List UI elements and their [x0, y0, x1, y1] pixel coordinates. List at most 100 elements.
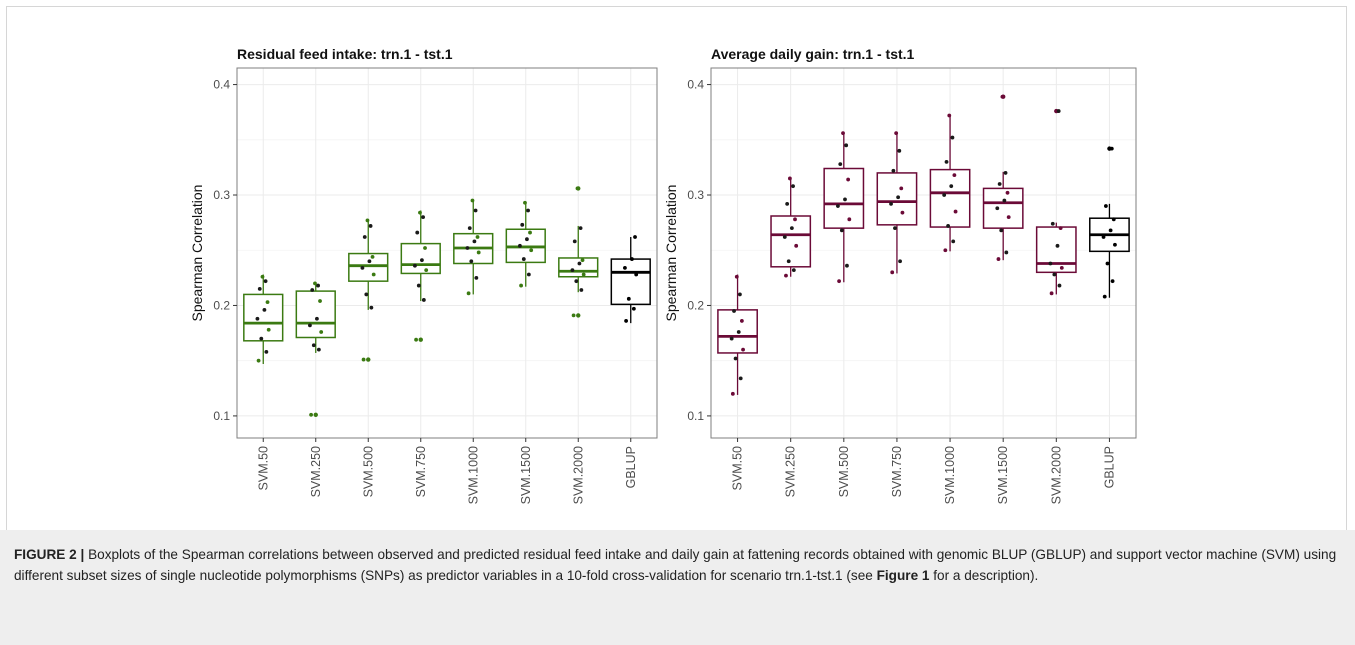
data-point: [424, 268, 429, 273]
data-point: [739, 319, 744, 323]
data-point: [369, 305, 374, 310]
data-point: [890, 270, 895, 275]
y-tick-label: 0.3: [213, 188, 230, 202]
outlier-point: [576, 313, 581, 318]
y-tick-label: 0.4: [687, 78, 704, 92]
data-point: [626, 296, 631, 301]
data-point: [789, 226, 794, 231]
data-point: [793, 217, 797, 222]
box-gblup: [610, 235, 651, 324]
boxplot-figure: Residual feed intake: trn.1 - tst.1 0.1 0.…: [189, 46, 1137, 504]
data-point: [942, 193, 947, 197]
data-point: [1055, 243, 1060, 248]
data-point: [1003, 171, 1008, 175]
data-point: [575, 186, 580, 191]
data-point: [364, 292, 369, 297]
data-point: [476, 250, 481, 255]
x-tick-label: SVM.50: [731, 446, 745, 491]
y-tick-label: 0.1: [687, 409, 704, 423]
data-point: [995, 206, 1000, 211]
data-point: [943, 248, 948, 253]
data-point: [521, 257, 526, 261]
data-point: [318, 299, 322, 303]
data-point: [255, 316, 260, 321]
box-iqr: [243, 293, 284, 342]
box-svm-1000: [453, 198, 494, 296]
data-point: [520, 222, 525, 227]
data-point: [891, 168, 896, 173]
data-point: [944, 159, 949, 164]
data-point: [623, 266, 627, 270]
data-point: [889, 201, 893, 206]
data-point: [466, 291, 471, 296]
y-tick-label: 0.2: [213, 298, 230, 312]
chart-title: Average daily gain: trn.1 - tst.1: [711, 46, 915, 62]
data-point: [837, 279, 841, 284]
data-point: [946, 224, 950, 228]
data-point: [846, 177, 851, 182]
box-iqr: [770, 215, 812, 268]
x-tick-label: SVM.1500: [996, 446, 1010, 504]
x-tick-label: SVM.500: [837, 446, 851, 497]
data-point: [259, 336, 264, 341]
data-point: [368, 224, 373, 228]
data-point: [738, 292, 742, 297]
box-iqr: [1035, 226, 1077, 274]
caption-text: Boxplots of the Spearman correlations be…: [14, 547, 1337, 583]
y-tick-label: 0.4: [213, 78, 230, 92]
data-point: [1057, 283, 1062, 288]
data-point: [260, 274, 265, 279]
data-point: [361, 357, 366, 362]
data-point: [1102, 294, 1107, 299]
figure-area: Residual feed intake: trn.1 - tst.1 0.1 0.…: [189, 46, 1137, 504]
panel-border: [710, 67, 1137, 439]
caption-figure-link[interactable]: Figure 1: [876, 568, 930, 583]
data-point: [1109, 146, 1114, 151]
data-point: [738, 376, 743, 381]
data-point: [893, 226, 897, 231]
data-point: [421, 298, 426, 302]
box-iqr: [929, 168, 971, 228]
data-point: [634, 272, 639, 277]
data-point: [896, 195, 901, 200]
box-iqr: [348, 252, 389, 282]
data-point: [999, 228, 1004, 233]
data-point: [1000, 94, 1005, 99]
box-svm-250: [295, 281, 336, 418]
data-point: [1006, 215, 1011, 220]
data-point: [578, 226, 583, 231]
data-point: [630, 257, 634, 261]
data-point: [311, 343, 316, 348]
data-point: [579, 288, 584, 292]
data-point: [996, 257, 1001, 261]
data-point: [732, 309, 736, 313]
data-point: [782, 235, 787, 239]
box-iqr: [982, 187, 1024, 229]
y-tick-label: 0.1: [213, 409, 230, 423]
data-point: [266, 327, 271, 332]
box-svm-750: [400, 210, 441, 342]
caption-label: FIGURE 2 |: [14, 547, 89, 562]
data-point: [367, 259, 372, 264]
x-tick-label: SVM.2000: [1049, 446, 1063, 504]
data-point: [416, 283, 421, 288]
data-point: [474, 275, 479, 280]
data-point: [1110, 279, 1115, 284]
box-svm-750: [876, 131, 918, 275]
box-iqr: [400, 242, 441, 275]
figure-caption: FIGURE 2 | Boxplots of the Spearman corr…: [0, 530, 1355, 645]
data-point: [467, 226, 472, 231]
data-point: [577, 261, 582, 266]
y-axis-label: Spearman Correlation: [663, 185, 679, 322]
data-point: [1004, 250, 1009, 255]
y-tick-label: 0.2: [687, 298, 704, 312]
chart-title: Residual feed intake: trn.1 - tst.1: [237, 46, 453, 62]
y-tick-label: 0.3: [687, 188, 704, 202]
data-point: [1103, 204, 1108, 208]
data-point: [1048, 261, 1053, 266]
data-point: [316, 347, 321, 352]
data-point: [1005, 190, 1010, 195]
data-point: [571, 313, 576, 318]
data-point: [836, 204, 840, 208]
data-point: [523, 200, 527, 205]
